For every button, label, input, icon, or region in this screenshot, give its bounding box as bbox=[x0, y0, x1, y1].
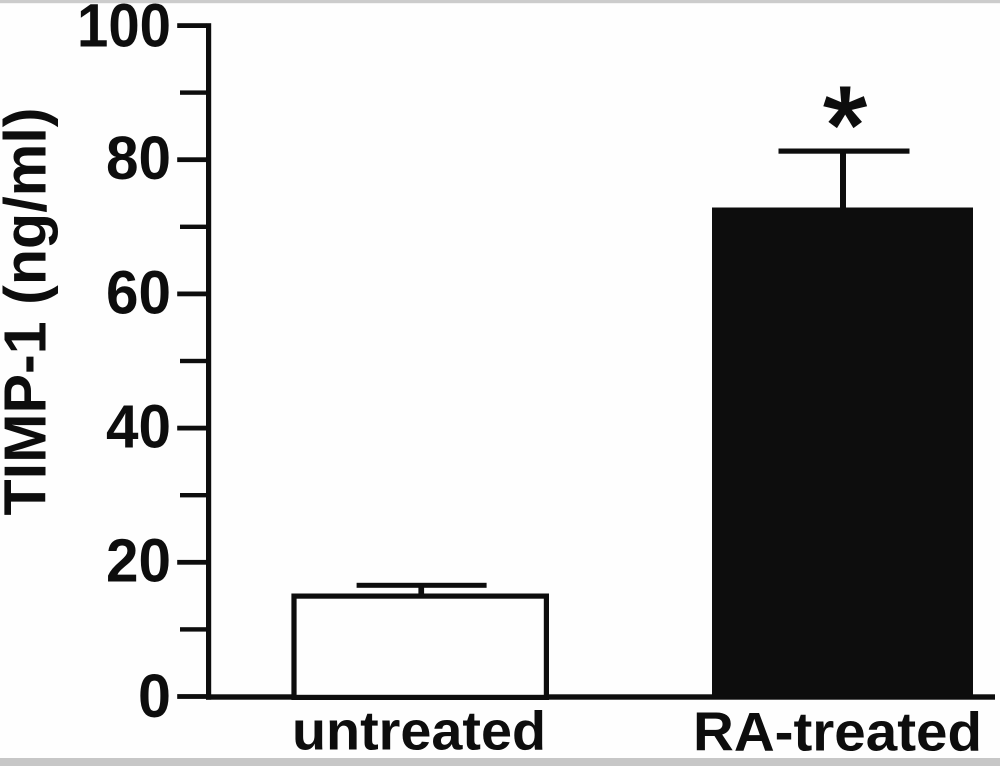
svg-text:RA-treated: RA-treated bbox=[693, 701, 982, 763]
svg-text:80: 80 bbox=[106, 124, 171, 192]
svg-text:0: 0 bbox=[138, 662, 171, 730]
svg-text:60: 60 bbox=[106, 258, 171, 326]
svg-text:20: 20 bbox=[106, 526, 171, 594]
svg-text:40: 40 bbox=[106, 392, 171, 460]
svg-text:TIMP-1 (ng/ml): TIMP-1 (ng/ml) bbox=[0, 107, 59, 515]
svg-text:100: 100 bbox=[77, 0, 171, 60]
svg-text:untreated: untreated bbox=[292, 700, 546, 762]
